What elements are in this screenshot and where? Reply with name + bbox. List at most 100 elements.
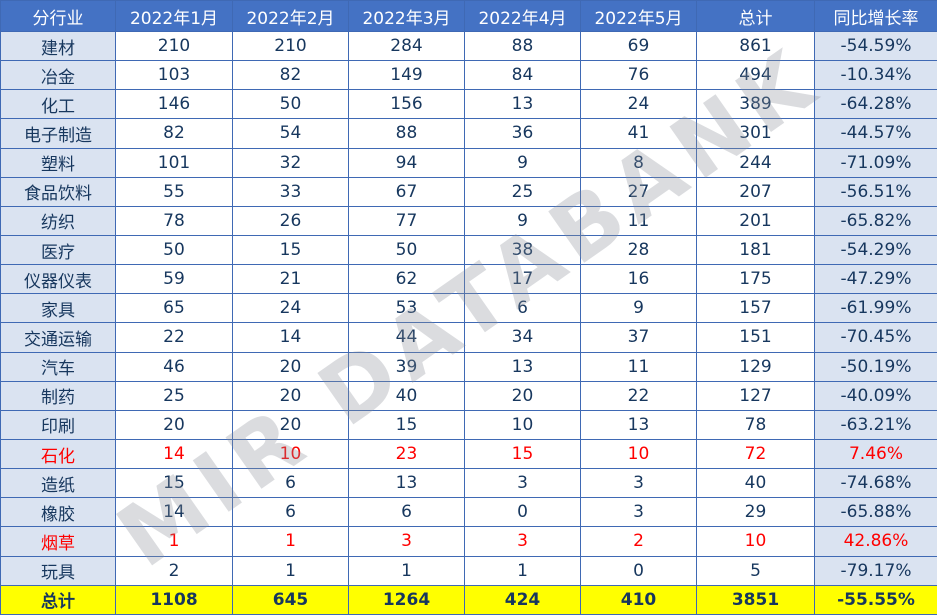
data-cell: 84 xyxy=(464,60,581,91)
data-cell: 29 xyxy=(696,497,815,528)
data-cell: 26 xyxy=(232,205,349,236)
data-cell: 23 xyxy=(348,438,465,470)
data-cell: 284 xyxy=(348,30,465,62)
header-row: 分行业 2022年1月 2022年2月 2022年3月 2022年4月 2022年5月 总计… xyxy=(0,0,937,32)
table-row: 仪器仪表 59 21 62 17 16 175 -47.29% xyxy=(0,264,937,295)
row-label-cell: 电子制造 xyxy=(0,118,116,149)
data-cell: 389 xyxy=(696,89,815,120)
data-cell: 44 xyxy=(348,322,465,353)
growth-cell: 42.86% xyxy=(814,526,937,557)
growth-cell: -71.09% xyxy=(814,147,937,178)
data-cell: 54 xyxy=(232,118,349,149)
table-row: 纺织 78 26 77 9 11 201 -65.82% xyxy=(0,205,937,236)
data-cell: 2 xyxy=(115,555,233,586)
growth-cell: -74.68% xyxy=(814,468,937,499)
data-cell: 6 xyxy=(348,497,465,528)
data-cell: 65 xyxy=(115,293,233,324)
data-cell: 78 xyxy=(115,205,233,236)
data-cell: 6 xyxy=(464,293,581,324)
data-cell: 77 xyxy=(348,205,465,236)
data-cell: 151 xyxy=(696,322,815,353)
data-cell: 1264 xyxy=(348,584,465,615)
growth-cell: -65.82% xyxy=(814,205,937,236)
data-cell: 13 xyxy=(348,468,465,499)
growth-cell: -61.99% xyxy=(814,293,937,324)
data-cell: 20 xyxy=(232,409,349,440)
header-cell-6: 总计 xyxy=(696,0,815,32)
row-label-cell: 汽车 xyxy=(0,351,116,382)
data-cell: 24 xyxy=(580,89,697,120)
table-row: 造纸 15 6 13 3 3 40 -74.68% xyxy=(0,468,937,499)
table-row: 家具 65 24 53 6 9 157 -61.99% xyxy=(0,293,937,324)
data-cell: 67 xyxy=(348,176,465,207)
data-cell: 127 xyxy=(696,380,815,411)
header-cell-5: 2022年5月 xyxy=(580,0,697,32)
data-cell: 5 xyxy=(696,555,815,586)
row-label-cell: 总计 xyxy=(0,584,116,615)
data-cell: 14 xyxy=(115,497,233,528)
data-cell: 40 xyxy=(348,380,465,411)
data-cell: 78 xyxy=(696,409,815,440)
data-cell: 3 xyxy=(580,497,697,528)
growth-cell: -70.45% xyxy=(814,322,937,353)
growth-cell: -63.21% xyxy=(814,409,937,440)
growth-cell: -47.29% xyxy=(814,264,937,295)
growth-cell: -44.57% xyxy=(814,118,937,149)
data-cell: 129 xyxy=(696,351,815,382)
data-cell: 13 xyxy=(464,351,581,382)
data-cell: 3 xyxy=(348,526,465,557)
data-cell: 53 xyxy=(348,293,465,324)
header-cell-0: 分行业 xyxy=(0,0,116,32)
data-cell: 24 xyxy=(232,293,349,324)
data-cell: 244 xyxy=(696,147,815,178)
data-cell: 8 xyxy=(580,147,697,178)
row-label-cell: 塑料 xyxy=(0,147,116,178)
data-cell: 0 xyxy=(464,497,581,528)
table-row: 化工 146 50 156 13 24 389 -64.28% xyxy=(0,89,937,120)
growth-cell: -55.55% xyxy=(814,584,937,615)
header-cell-2: 2022年2月 xyxy=(232,0,349,32)
data-cell: 20 xyxy=(232,380,349,411)
data-cell: 11 xyxy=(580,205,697,236)
data-cell: 38 xyxy=(464,234,581,266)
table-row: 交通运输 22 14 44 34 37 151 -70.45% xyxy=(0,322,937,353)
header-cell-3: 2022年3月 xyxy=(348,0,465,32)
data-cell: 72 xyxy=(696,438,815,470)
data-cell: 13 xyxy=(580,409,697,440)
table-row: 玩具 2 1 1 1 0 5 -79.17% xyxy=(0,555,937,586)
data-cell: 3 xyxy=(580,468,697,499)
row-label-cell: 建材 xyxy=(0,30,116,62)
growth-cell: -64.28% xyxy=(814,89,937,120)
table-row: 印刷 20 20 15 10 13 78 -63.21% xyxy=(0,409,937,440)
data-cell: 157 xyxy=(696,293,815,324)
growth-cell: -50.19% xyxy=(814,351,937,382)
data-cell: 9 xyxy=(464,147,581,178)
data-cell: 27 xyxy=(580,176,697,207)
data-cell: 201 xyxy=(696,205,815,236)
growth-cell: -54.59% xyxy=(814,30,937,62)
data-cell: 62 xyxy=(348,264,465,295)
data-cell: 16 xyxy=(580,264,697,295)
data-cell: 39 xyxy=(348,351,465,382)
data-cell: 10 xyxy=(464,409,581,440)
data-cell: 82 xyxy=(115,118,233,149)
data-cell: 76 xyxy=(580,60,697,91)
header-cell-4: 2022年4月 xyxy=(464,0,581,32)
row-label-cell: 食品饮料 xyxy=(0,176,116,207)
table-row: 冶金 103 82 149 84 76 494 -10.34% xyxy=(0,60,937,91)
table-row: 制药 25 20 40 20 22 127 -40.09% xyxy=(0,380,937,411)
data-cell: 101 xyxy=(115,147,233,178)
growth-cell: -54.29% xyxy=(814,234,937,266)
data-cell: 9 xyxy=(580,293,697,324)
data-cell: 210 xyxy=(232,30,349,62)
data-cell: 25 xyxy=(115,380,233,411)
data-cell: 1 xyxy=(464,555,581,586)
row-label-cell: 玩具 xyxy=(0,555,116,586)
data-cell: 22 xyxy=(580,380,697,411)
row-label-cell: 造纸 xyxy=(0,468,116,499)
data-cell: 3851 xyxy=(696,584,815,615)
data-cell: 175 xyxy=(696,264,815,295)
data-cell: 94 xyxy=(348,147,465,178)
growth-cell: -79.17% xyxy=(814,555,937,586)
